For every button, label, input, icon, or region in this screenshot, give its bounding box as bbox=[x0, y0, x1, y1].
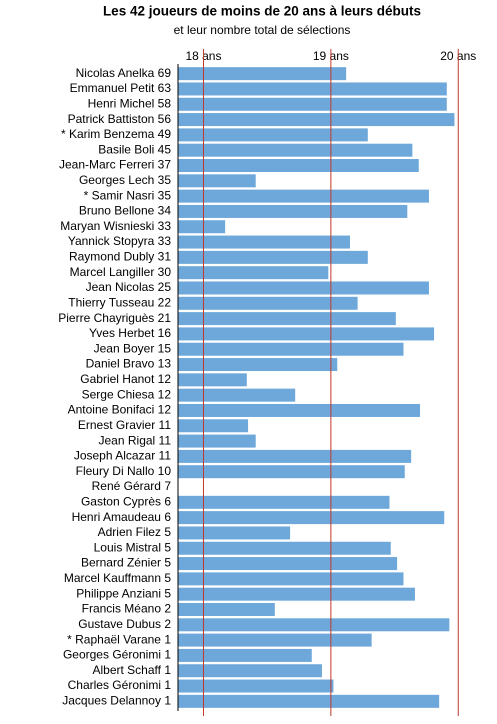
y-tick-label: Gustave Dubus 2 bbox=[78, 617, 171, 631]
y-tick-label: * Samir Nasri 35 bbox=[84, 188, 172, 202]
bar bbox=[178, 235, 350, 249]
y-tick-label: Nicolas Anelka 69 bbox=[76, 66, 172, 80]
y-tick-label: Bernard Zénier 5 bbox=[81, 556, 171, 570]
bar bbox=[178, 618, 450, 632]
y-tick-label: Jacques Delannoy 1 bbox=[62, 694, 171, 708]
bar bbox=[178, 113, 455, 127]
y-tick-label: Georges Géronimi 1 bbox=[63, 648, 171, 662]
bar bbox=[178, 82, 447, 96]
y-tick-label: Ernest Gravier 11 bbox=[78, 418, 171, 432]
bar bbox=[178, 664, 322, 678]
y-tick-label: Fleury Di Nallo 10 bbox=[76, 464, 172, 478]
bar bbox=[178, 67, 347, 81]
y-tick-label: René Gérard 7 bbox=[92, 479, 172, 493]
y-tick-label: Charles Géronimi 1 bbox=[68, 678, 172, 692]
bar bbox=[178, 327, 435, 341]
y-tick-label: * Karim Benzema 49 bbox=[61, 127, 171, 141]
bar bbox=[178, 220, 226, 234]
y-tick-label: Yves Herbet 16 bbox=[89, 326, 171, 340]
bar bbox=[178, 679, 334, 693]
y-tick-label: Gabriel Hanot 12 bbox=[80, 372, 171, 386]
y-tick-label: Gaston Cyprès 6 bbox=[81, 494, 171, 508]
y-tick-label: Basile Boli 45 bbox=[98, 142, 171, 156]
bar bbox=[178, 128, 368, 142]
bar bbox=[178, 312, 396, 326]
bar bbox=[178, 694, 440, 708]
y-tick-label: Jean Boyer 15 bbox=[94, 341, 172, 355]
bar bbox=[178, 526, 291, 540]
bar bbox=[178, 281, 429, 295]
y-tick-label: Francis Méano 2 bbox=[82, 602, 172, 616]
y-tick-label: * Raphaël Varane 1 bbox=[67, 632, 171, 646]
bar bbox=[178, 403, 421, 417]
bar bbox=[178, 373, 247, 387]
y-tick-label: Thierry Tusseau 22 bbox=[68, 295, 171, 309]
bar bbox=[178, 633, 372, 647]
bar bbox=[178, 602, 275, 616]
y-tick-label: Joseph Alcazar 11 bbox=[74, 449, 171, 463]
y-tick-label: Albert Schaff 1 bbox=[93, 663, 172, 677]
bar bbox=[178, 143, 413, 157]
y-tick-label: Marcel Langiller 30 bbox=[70, 265, 172, 279]
bar bbox=[178, 495, 390, 509]
y-tick-label: Serge Chiesa 12 bbox=[82, 387, 172, 401]
bar bbox=[178, 557, 398, 571]
bar bbox=[178, 189, 429, 203]
bar bbox=[178, 465, 405, 479]
y-tick-label: Patrick Battiston 56 bbox=[68, 112, 172, 126]
y-tick-label: Henri Michel 58 bbox=[88, 96, 172, 110]
chart-title: Les 42 joueurs de moins de 20 ans à leur… bbox=[103, 4, 421, 19]
y-tick-label: Jean-Marc Ferreri 37 bbox=[59, 158, 171, 172]
y-tick-label: Jean Rigal 11 bbox=[99, 433, 172, 447]
bar bbox=[178, 648, 312, 662]
y-tick-label: Pierre Chayriguès 21 bbox=[58, 311, 171, 325]
y-tick-label: Bruno Bellone 34 bbox=[79, 204, 171, 218]
chart-subtitle: et leur nombre total de sélections bbox=[174, 23, 351, 37]
bar bbox=[178, 449, 412, 463]
bar bbox=[178, 419, 249, 433]
bar bbox=[178, 159, 419, 173]
bar bbox=[178, 296, 358, 310]
y-tick-label: Jean Nicolas 25 bbox=[86, 280, 172, 294]
y-tick-label: Maryan Wisnieski 33 bbox=[60, 219, 171, 233]
y-tick-label: Yannick Stopyra 33 bbox=[68, 234, 171, 248]
bar bbox=[178, 204, 408, 218]
bar bbox=[178, 358, 338, 372]
bar bbox=[178, 541, 391, 555]
y-tick-label: Louis Mistral 5 bbox=[94, 540, 172, 554]
bar bbox=[178, 342, 404, 356]
y-tick-label: Philippe Anziani 5 bbox=[76, 586, 171, 600]
y-tick-label: Marcel Kauffmann 5 bbox=[64, 571, 171, 585]
bar bbox=[178, 266, 329, 280]
bar bbox=[178, 250, 368, 264]
y-tick-label: Raymond Dubly 31 bbox=[69, 250, 171, 264]
y-tick-label: Emmanuel Petit 63 bbox=[70, 81, 172, 95]
bar bbox=[178, 434, 256, 448]
bar bbox=[178, 572, 404, 586]
bar bbox=[178, 587, 415, 601]
y-tick-label: Henri Amaudeau 6 bbox=[72, 510, 172, 524]
y-tick-label: Adrien Filez 5 bbox=[98, 525, 172, 539]
bar bbox=[178, 174, 256, 188]
y-tick-label: Georges Lech 35 bbox=[79, 173, 171, 187]
bar bbox=[178, 388, 296, 402]
bar bbox=[178, 511, 445, 525]
y-tick-label: Daniel Bravo 13 bbox=[86, 357, 172, 371]
bar bbox=[178, 97, 447, 111]
y-tick-label: Antoine Bonifaci 12 bbox=[68, 403, 172, 417]
